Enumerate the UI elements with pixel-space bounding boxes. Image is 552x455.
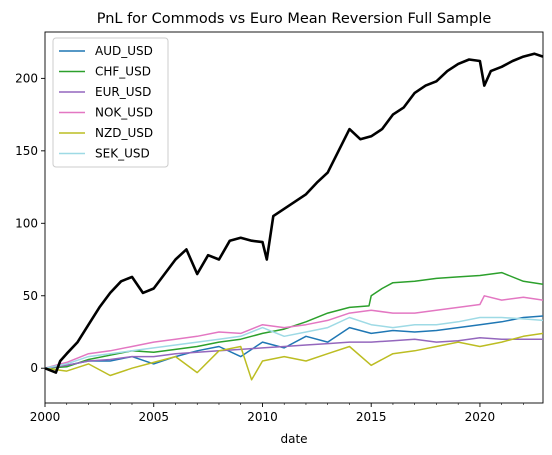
chart-title: PnL for Commods vs Euro Mean Reversion F…	[97, 11, 492, 27]
y-tick-label: 50	[23, 289, 38, 303]
plot-area: 2000 2005 2010 2015 2020 0 50 100 150 200	[15, 31, 544, 424]
legend-label: NZD_USD	[95, 126, 153, 140]
y-tick-label: 200	[15, 71, 38, 85]
y-tick-label: 150	[15, 144, 38, 158]
series-line-nzd-usd	[45, 332, 543, 381]
legend: AUD_USD CHF_USD EUR_USD NOK_USD NZD_USD SEK_U…	[52, 37, 169, 168]
series-line-eur-usd	[45, 337, 543, 369]
x-tick-label: 2010	[247, 410, 278, 424]
x-tick-label: 2000	[30, 410, 61, 424]
legend-label: NOK_USD	[95, 106, 153, 120]
plot-frame	[44, 31, 544, 404]
y-tick-label: 100	[15, 216, 38, 230]
x-tick-label: 2020	[465, 410, 496, 424]
x-tick-label: 2005	[138, 410, 169, 424]
legend-label: CHF_USD	[95, 65, 151, 79]
legend-label: EUR_USD	[95, 85, 151, 99]
legend-box	[52, 37, 169, 168]
series-line-sek-usd	[45, 316, 543, 369]
series-line-total	[45, 52, 543, 374]
x-tick-label: 2015	[356, 410, 387, 424]
series-line-nok-usd	[45, 295, 543, 369]
legend-label: SEK_USD	[95, 147, 150, 161]
series-line-aud-usd	[45, 315, 543, 369]
x-axis-label: date	[280, 432, 307, 446]
legend-label: AUD_USD	[95, 44, 153, 58]
y-tick-label: 0	[30, 361, 38, 375]
